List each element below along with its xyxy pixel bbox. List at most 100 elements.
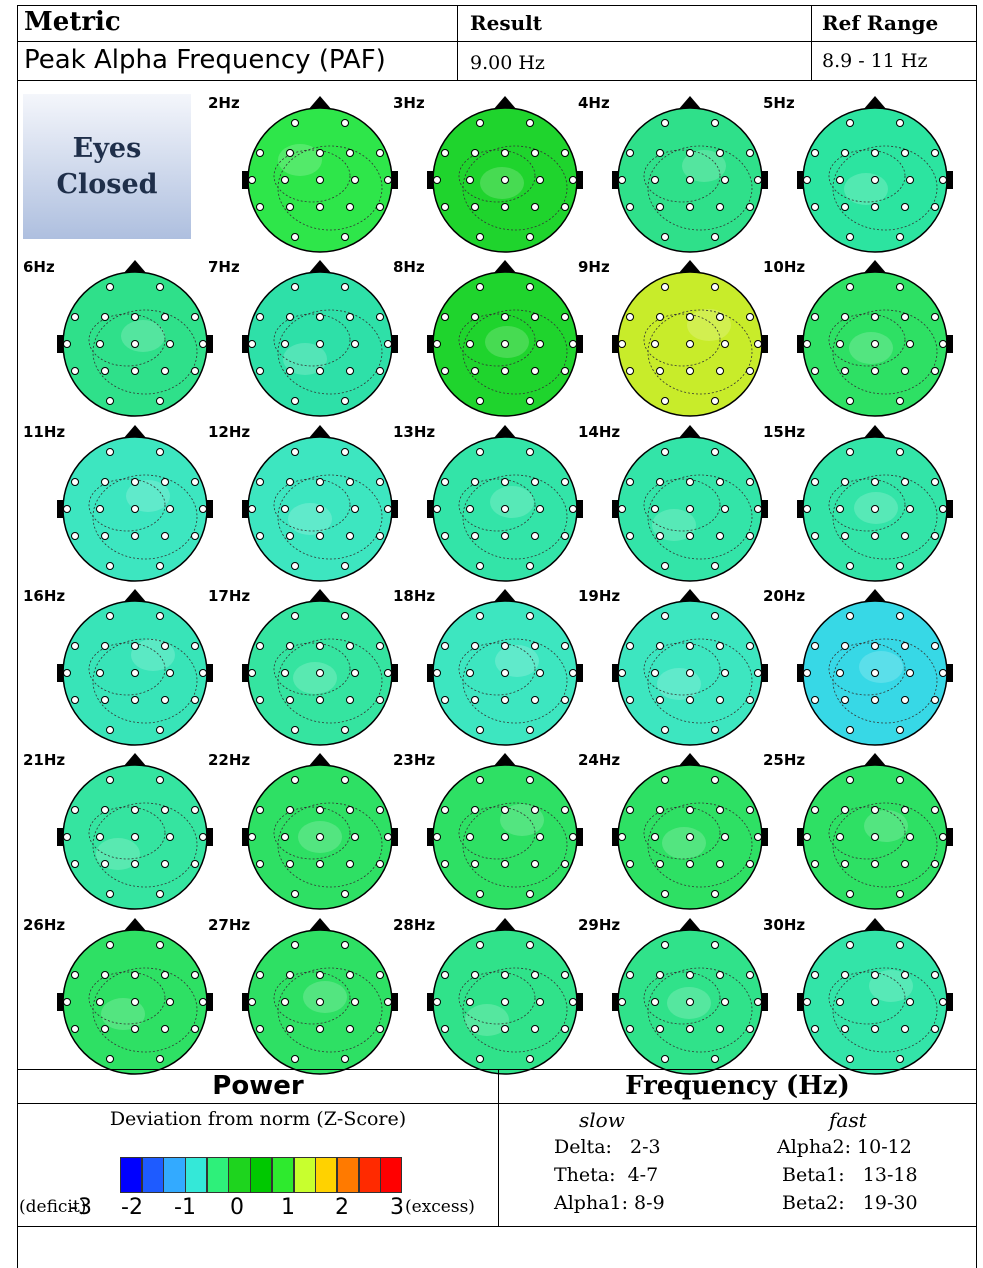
electrode-dot	[256, 1025, 264, 1033]
electrode-dot	[476, 890, 484, 898]
electrode-dot	[191, 806, 199, 814]
electrode-dot	[441, 203, 449, 211]
contour-line	[828, 806, 906, 860]
electrode-dot	[686, 860, 694, 868]
header-metric-label: Metric	[24, 7, 121, 37]
electrode-dot	[291, 283, 299, 291]
electrode-dot	[841, 313, 849, 321]
band-theta: Theta: 4-7	[554, 1164, 659, 1186]
electrode-dot	[531, 860, 539, 868]
contour-line	[88, 806, 166, 860]
left-ear-icon	[797, 664, 803, 682]
topomap-28hz: 28Hz	[393, 916, 583, 1081]
electrode-dot	[441, 313, 449, 321]
electrode-dot	[711, 562, 719, 570]
electrode-dot	[476, 397, 484, 405]
row-ref-cell: 8.9 - 11 Hz	[811, 41, 977, 81]
left-ear-icon	[612, 664, 618, 682]
electrode-dot	[501, 532, 509, 540]
head-map	[797, 918, 953, 1075]
electrode-dot	[651, 340, 659, 348]
electrode-dot	[526, 233, 534, 241]
electrode-dot	[441, 971, 449, 979]
electrode-dot	[901, 367, 909, 375]
nose-icon	[308, 589, 332, 603]
nose-icon	[123, 918, 147, 932]
electrode-dot	[656, 203, 664, 211]
scale-number: -3	[70, 1195, 92, 1220]
electrode-dot	[256, 478, 264, 486]
head-map	[612, 589, 768, 746]
electrode-dot	[716, 532, 724, 540]
electrode-dot	[711, 776, 719, 784]
electrode-dot	[286, 532, 294, 540]
scale-number: 2	[335, 1195, 349, 1220]
contour-line	[458, 642, 536, 696]
topomap-label: 13Hz	[393, 423, 436, 441]
header-ref-cell: Ref Range	[811, 5, 977, 42]
electrode-dot	[256, 696, 264, 704]
electrode-dot	[871, 532, 879, 540]
electrode-dot	[836, 176, 844, 184]
contour-line	[462, 145, 568, 231]
electrode-dot	[316, 833, 324, 841]
electrode-dot	[901, 478, 909, 486]
head-map	[612, 96, 768, 253]
electrode-dot	[931, 367, 939, 375]
topomap-11hz: 11Hz	[23, 423, 213, 588]
electrode-dot	[531, 367, 539, 375]
activity-patch	[288, 503, 332, 535]
electrode-dot	[931, 971, 939, 979]
electrode-dot	[716, 1025, 724, 1033]
right-ear-icon	[762, 993, 768, 1011]
electrode-dot	[626, 532, 634, 540]
electrode-dot	[896, 448, 904, 456]
electrode-dot	[166, 505, 174, 513]
electrode-dot	[811, 532, 819, 540]
electrode-dot	[281, 176, 289, 184]
electrode-dot	[131, 532, 139, 540]
left-ear-icon	[612, 335, 618, 353]
electrode-dot	[316, 998, 324, 1006]
electrode-dot	[384, 998, 392, 1006]
row-metric-value: Peak Alpha Frequency (PAF)	[24, 45, 386, 75]
electrode-dot	[526, 1055, 534, 1063]
head-map	[797, 260, 953, 417]
electrode-dot	[901, 149, 909, 157]
electrode-dot	[286, 642, 294, 650]
electrode-dot	[871, 176, 879, 184]
electrode-dot	[248, 998, 256, 1006]
electrode-dot	[656, 1025, 664, 1033]
electrode-dot	[96, 669, 104, 677]
contour-line	[92, 309, 198, 395]
electrode-dot	[711, 612, 719, 620]
nose-icon	[863, 425, 887, 439]
electrode-dot	[191, 313, 199, 321]
right-ear-icon	[207, 500, 213, 518]
electrode-dot	[711, 726, 719, 734]
topomap-label: 27Hz	[208, 916, 251, 934]
eyes-closed-line1: Eyes	[72, 132, 142, 164]
topomap-26hz: 26Hz	[23, 916, 213, 1081]
activity-patch	[490, 486, 534, 518]
electrode-dot	[746, 313, 754, 321]
electrode-dot	[716, 367, 724, 375]
nose-icon	[123, 753, 147, 767]
contour-line	[832, 474, 938, 560]
contour-line	[88, 478, 166, 532]
electrode-dot	[716, 149, 724, 157]
electrode-dot	[441, 1025, 449, 1033]
nose-icon	[493, 918, 517, 932]
activity-patch	[652, 509, 696, 541]
electrode-dot	[441, 696, 449, 704]
contour-line	[458, 149, 536, 203]
left-ear-icon	[797, 828, 803, 846]
electrode-dot	[96, 340, 104, 348]
contour-line	[458, 478, 536, 532]
topomap-8hz: 8Hz	[393, 258, 583, 423]
electrode-dot	[896, 726, 904, 734]
band-delta: Delta: 2-3	[554, 1136, 661, 1158]
contour-line	[277, 638, 383, 724]
electrode-dot	[63, 505, 71, 513]
electrode-dot	[106, 397, 114, 405]
